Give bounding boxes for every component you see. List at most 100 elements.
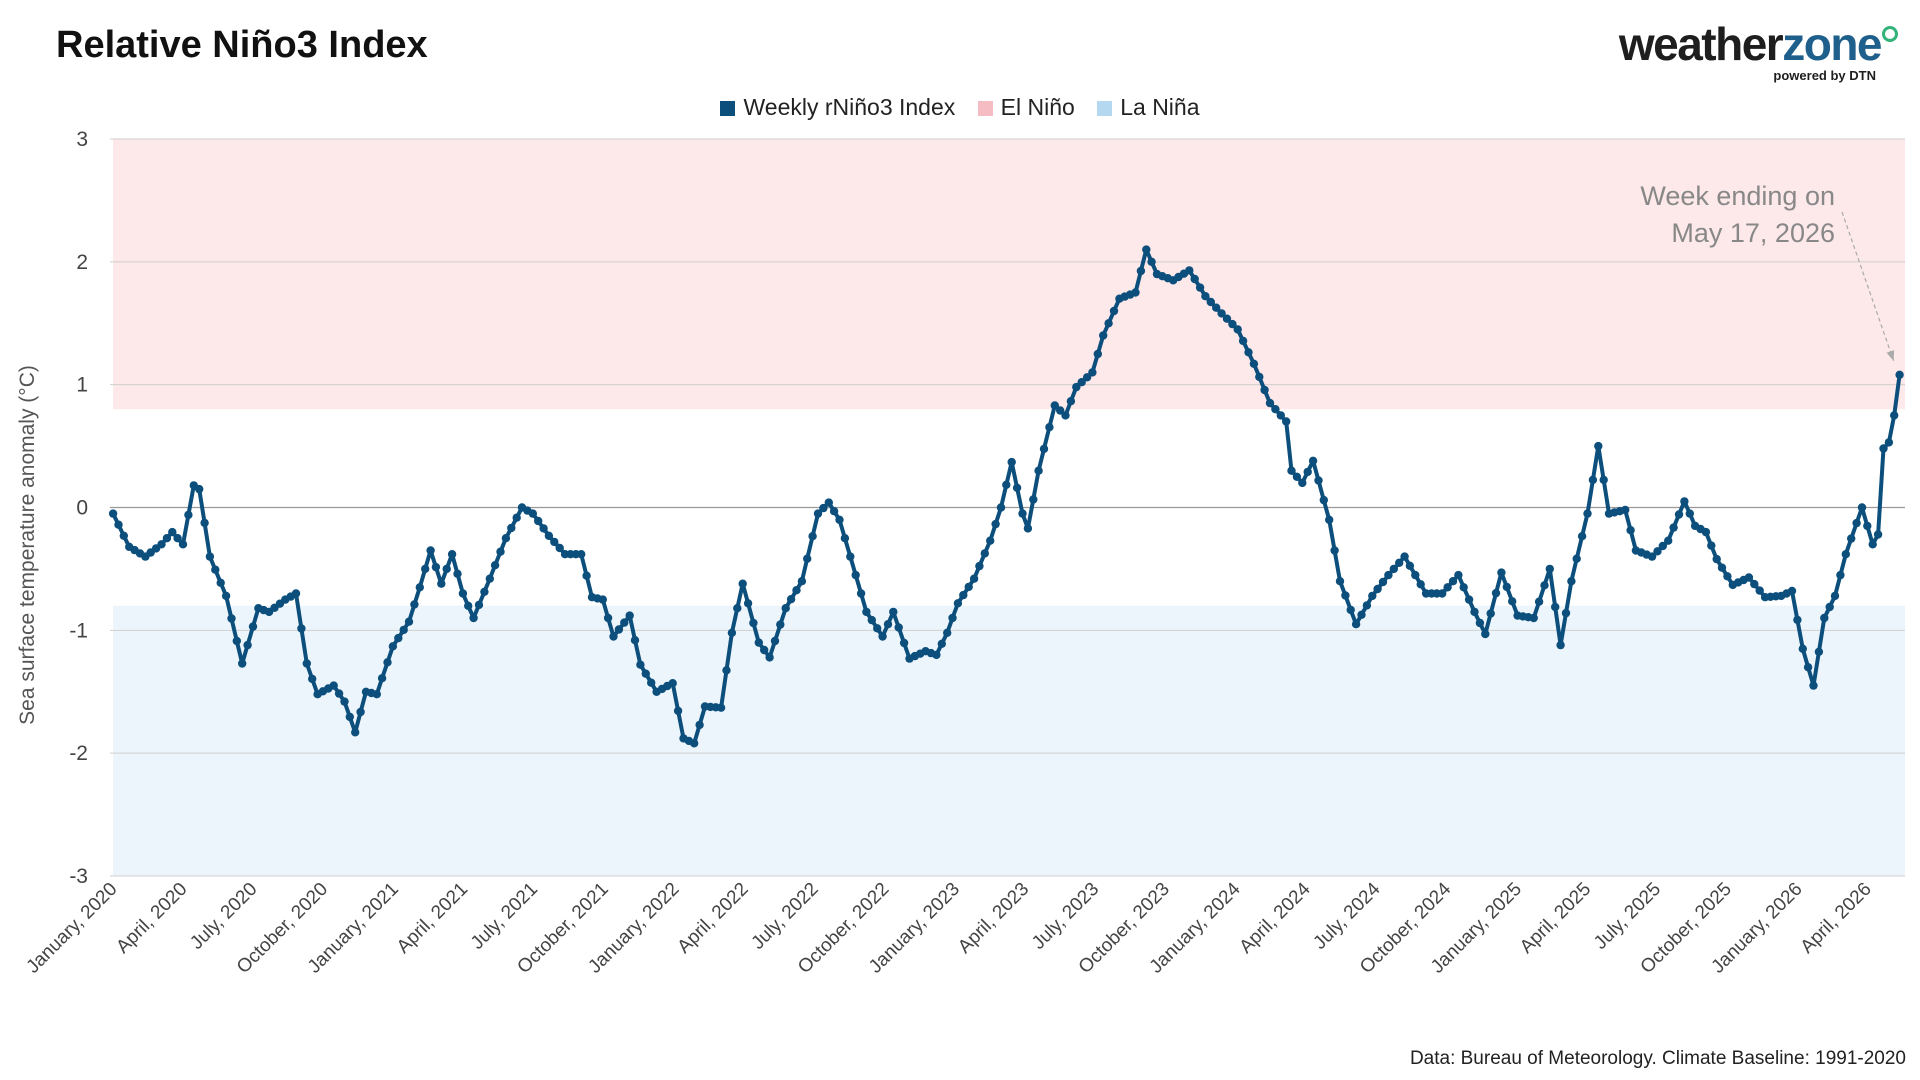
data-point (1879, 444, 1888, 453)
data-point (1185, 266, 1194, 275)
x-tick-label: July, 2024 (1309, 878, 1384, 953)
data-point (1319, 495, 1329, 505)
data-point (221, 591, 231, 601)
data-point (1798, 644, 1808, 653)
data-point (544, 531, 554, 540)
data-point (620, 618, 629, 627)
data-point (1475, 618, 1485, 628)
data-point (447, 550, 457, 559)
data-point (1314, 476, 1323, 485)
data-point (776, 620, 785, 629)
data-point (1680, 497, 1689, 506)
data-point (1346, 605, 1355, 615)
data-point (1093, 349, 1103, 359)
data-point (243, 640, 252, 650)
y-tick-label: 1 (76, 374, 88, 397)
data-point (195, 484, 204, 494)
data-point (1271, 405, 1280, 414)
data-point (1287, 466, 1296, 475)
x-tick-label: January, 2020 (23, 879, 122, 978)
data-point (1072, 382, 1081, 392)
data-point (1707, 541, 1716, 550)
data-point (1007, 457, 1016, 467)
data-point (1282, 417, 1291, 426)
data-point (1809, 681, 1818, 690)
data-point (302, 659, 311, 668)
data-point (636, 660, 645, 669)
data-point (1577, 532, 1587, 541)
logo-powered-by: powered by DTN (1773, 68, 1876, 83)
legend-item-series[interactable]: Weekly rNiño3 Index (720, 94, 955, 121)
data-point (1292, 472, 1302, 481)
data-point (426, 546, 435, 555)
data-point (442, 564, 451, 574)
data-point (1847, 534, 1856, 543)
data-point (1039, 444, 1049, 454)
data-point (1787, 586, 1797, 596)
data-point (415, 583, 424, 592)
data-point (1502, 582, 1512, 592)
data-point (1142, 245, 1151, 254)
data-point (1298, 478, 1307, 488)
data-point (1002, 480, 1011, 489)
legend-label-series: Weekly rNiño3 Index (743, 94, 956, 120)
chart-title: Relative Niño3 Index (56, 24, 428, 66)
data-point (899, 638, 909, 648)
data-point (1561, 608, 1571, 618)
legend-item-el-nino[interactable]: El Niño (977, 94, 1075, 121)
data-point (856, 589, 866, 598)
data-point (829, 507, 839, 516)
data-point (1330, 546, 1339, 555)
data-point (291, 589, 301, 598)
data-point (1588, 475, 1598, 485)
data-point (168, 527, 177, 537)
data-point (1276, 411, 1286, 420)
data-point (1529, 613, 1538, 623)
data-point (1825, 602, 1834, 612)
data-point (512, 513, 521, 522)
data-point (1540, 581, 1549, 590)
data-point (835, 515, 844, 524)
data-point (1669, 523, 1678, 532)
data-point (690, 739, 699, 748)
data-point (464, 601, 473, 610)
data-point (1814, 647, 1824, 656)
data-point (716, 703, 726, 712)
data-point (878, 632, 887, 641)
data-point (1497, 568, 1506, 577)
data-point (743, 599, 753, 608)
data-point (211, 565, 220, 574)
weatherzone-logo[interactable]: weatherzone powered by DTN (1619, 20, 1898, 83)
data-point (1626, 526, 1635, 535)
data-point (1244, 348, 1253, 357)
data-point (340, 697, 349, 706)
legend-item-la-nina[interactable]: La Niña (1097, 94, 1200, 121)
data-point (1868, 540, 1877, 549)
logo-wordmark: weatherzone (1619, 20, 1898, 68)
data-point (1217, 309, 1226, 318)
data-point (345, 712, 354, 722)
data-point (1228, 319, 1237, 329)
data-point (1674, 510, 1684, 519)
data-point (1852, 518, 1861, 528)
data-point (980, 549, 989, 558)
data-point (1556, 640, 1565, 650)
data-point (668, 679, 677, 688)
legend-swatch-la-nina-icon (1097, 101, 1113, 116)
data-point (1378, 577, 1388, 587)
data-point (1023, 524, 1033, 533)
data-point (1583, 509, 1592, 518)
data-point (216, 578, 225, 587)
data-point (889, 607, 898, 617)
data-point (1368, 591, 1377, 601)
logo-zone-text: zone (1782, 18, 1882, 70)
x-tick-label: April, 2023 (954, 879, 1033, 958)
logo-dot-icon (1882, 26, 1898, 42)
data-point (932, 650, 941, 660)
data-point (733, 604, 742, 613)
data-point (1717, 563, 1727, 572)
data-point (754, 638, 763, 647)
data-point (184, 510, 193, 520)
data-point (410, 600, 419, 609)
data-point (673, 706, 683, 715)
